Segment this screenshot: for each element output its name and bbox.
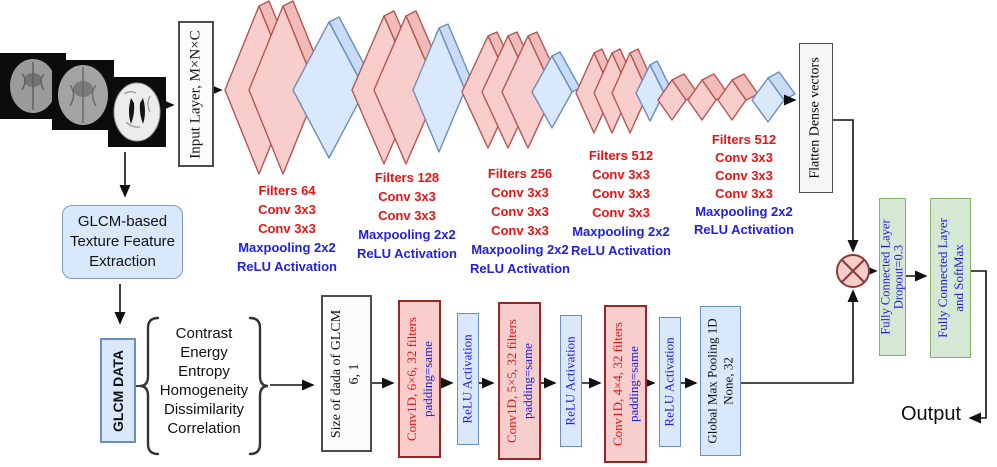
- brain-mri-images: [0, 53, 166, 147]
- conv1d-1-line1: Conv1D, 6×6, 32 filters: [403, 317, 419, 441]
- conv-stage-1-label: Filters 64 Conv 3x3 Conv 3x3 Maxpooling …: [237, 183, 337, 274]
- fc-softmax-box: Fully Connected Layer and SoftMax: [930, 198, 971, 358]
- conv1d-box-3: Conv1D, 4×4, 32 filters padding=same: [604, 305, 647, 463]
- conv1d-box-2: Conv1D, 5×5, 32 filters padding=same: [498, 302, 541, 460]
- glcm-extraction-line1: GLCM-based: [77, 213, 168, 230]
- conv-stage-5-plates: [657, 71, 796, 123]
- conv-stage-4-label: Filters 512 Conv 3x3 Conv 3x3 Conv 3x3 M…: [571, 148, 671, 258]
- glcm-feature-list: Contrast Energy Entropy Homogeneity Diss…: [156, 324, 252, 438]
- relu-box-3: ReLU Activation: [659, 317, 681, 447]
- fc2-line1: Fully Connected Layer: [934, 218, 950, 338]
- conv-stage-3-label: Filters 256 Conv 3x3 Conv 3x3 Conv 3x3 M…: [470, 166, 570, 276]
- conv-stage-2-plates: [351, 10, 475, 165]
- global-max-pooling-box: Global Max Pooling 1D None, 32: [700, 306, 741, 456]
- conv-stage-4-plates: [575, 48, 672, 134]
- conv1d-2-line1: Conv1D, 5×5, 32 filters: [503, 319, 519, 443]
- conv-stage-2-label: Filters 128 Conv 3x3 Conv 3x3 Maxpooling…: [357, 170, 457, 261]
- glcm-data-box: GLCM DATA: [100, 338, 136, 443]
- feature-energy: Energy: [180, 344, 228, 361]
- flatten-box: Flatten Dense vectors: [799, 43, 833, 193]
- feature-dissimilarity: Dissimilarity: [164, 401, 244, 418]
- glcm-data-label: GLCM DATA: [110, 349, 127, 432]
- glcm-extraction-line3: Extraction: [89, 253, 156, 270]
- relu-3-label: ReLU Activation: [662, 337, 677, 427]
- feature-contrast: Contrast: [175, 325, 233, 342]
- conv-stage-5-label: Filters 512 Conv 3x3 Conv 3x3 Conv 3x3 M…: [694, 132, 794, 237]
- feature-correlation: Correlation: [167, 420, 241, 437]
- conv1d-1-line2: padding=same: [419, 341, 435, 417]
- glcm-size-box: Size of dada of GLCM 6, 1: [321, 295, 372, 452]
- fc-dropout-box: Fully Connected Layer Dropout=0.3: [879, 198, 906, 356]
- fc2-line2: and SoftMax: [950, 244, 966, 312]
- conv1d-box-1: Conv1D, 6×6, 32 filters padding=same: [398, 300, 441, 458]
- relu-box-1: ReLU Activation: [457, 313, 479, 445]
- fc1-line1: Fully Connected Layer: [878, 219, 893, 335]
- feature-braces: [139, 316, 269, 456]
- relu-1-label: ReLU Activation: [460, 334, 475, 424]
- fc1-line2: Dropout=0.3: [891, 244, 906, 310]
- conv1d-3-line2: padding=same: [625, 346, 641, 422]
- gmp-line2: None, 32: [720, 357, 736, 405]
- glcm-size-line1: Size of dada of GLCM: [329, 309, 345, 438]
- gmp-line1: Global Max Pooling 1D: [704, 318, 720, 444]
- feature-homogeneity: Homogeneity: [159, 382, 249, 399]
- input-layer-box: Input Layer, M×N×C: [178, 21, 214, 167]
- glcm-extraction-box: GLCM-based Texture Feature Extraction: [62, 205, 183, 279]
- relu-box-2: ReLU Activation: [560, 315, 582, 447]
- connector-arrows: [114, 84, 987, 424]
- relu-2-label: ReLU Activation: [563, 336, 578, 426]
- glcm-extraction-line2: Texture Feature: [69, 233, 176, 250]
- glcm-size-line2: 6, 1: [347, 363, 363, 384]
- conv1d-2-line2: padding=same: [519, 343, 535, 419]
- flatten-label: Flatten Dense vectors: [808, 57, 824, 179]
- feature-entropy: Entropy: [178, 363, 230, 380]
- output-label: Output: [901, 403, 962, 425]
- input-layer-label: Input Layer, M×N×C: [187, 29, 204, 159]
- conv-stage-3-plates: [461, 31, 581, 149]
- conv1d-3-line1: Conv1D, 4×4, 32 filters: [609, 322, 625, 446]
- multiply-icon: [836, 254, 870, 288]
